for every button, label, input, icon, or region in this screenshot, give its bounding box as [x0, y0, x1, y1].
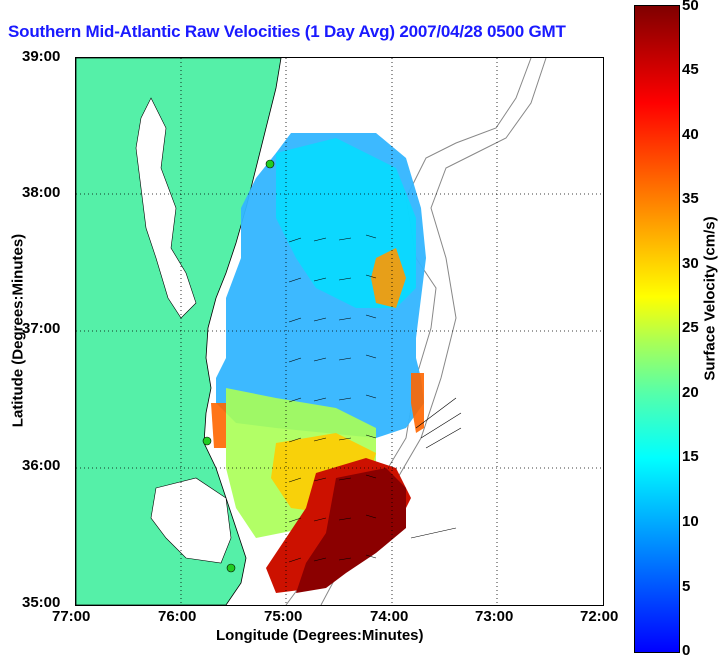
colorbar-tick: 25 [682, 319, 699, 336]
x-tick-label: 74:00 [370, 608, 409, 625]
colorbar-tick: 5 [682, 578, 691, 595]
y-tick-label: 35:00 [22, 594, 61, 611]
colorbar [634, 5, 680, 653]
x-tick-label: 76:00 [158, 608, 197, 625]
map-canvas [76, 58, 603, 605]
velocity-field-east-edge [411, 373, 424, 433]
station-marker [202, 436, 212, 446]
y-axis-label: Latitude (Degrees:Minutes) [9, 233, 27, 428]
colorbar-tick: 20 [682, 384, 699, 401]
station-marker [226, 563, 236, 573]
colorbar-tick: 35 [682, 190, 699, 207]
colorbar-label: Surface Velocity (cm/s) [701, 216, 719, 381]
colorbar-tick: 40 [682, 126, 699, 143]
colorbar-tick: 45 [682, 61, 699, 78]
colorbar-tick: 0 [682, 642, 691, 659]
colorbar-tick: 15 [682, 448, 699, 465]
y-tick-label: 38:00 [22, 184, 61, 201]
y-tick-label: 39:00 [22, 48, 61, 65]
velocity-field-max [296, 468, 406, 593]
x-tick-label: 73:00 [475, 608, 514, 625]
map-plot-area[interactable] [75, 57, 604, 606]
colorbar-tick: 30 [682, 255, 699, 272]
station-marker [265, 159, 275, 169]
velocity-vectors [288, 234, 462, 563]
x-tick-label: 75:00 [264, 608, 303, 625]
y-tick-label: 36:00 [22, 457, 61, 474]
velocity-field [211, 133, 426, 593]
velocity-field-eddy [371, 248, 406, 308]
y-tick-label: 37:00 [22, 320, 61, 337]
pamlico-sound [150, 477, 232, 564]
mainland [76, 58, 282, 605]
x-tick-label: 77:00 [52, 608, 91, 625]
velocity-field-west-edge [211, 403, 226, 448]
x-tick-label: 72:00 [580, 608, 619, 625]
map-title: Southern Mid-Atlantic Raw Velocities (1 … [8, 22, 566, 41]
colorbar-tick: 10 [682, 513, 699, 530]
colorbar-tick: 50 [682, 0, 699, 14]
x-axis-label: Longitude (Degrees:Minutes) [216, 627, 424, 644]
